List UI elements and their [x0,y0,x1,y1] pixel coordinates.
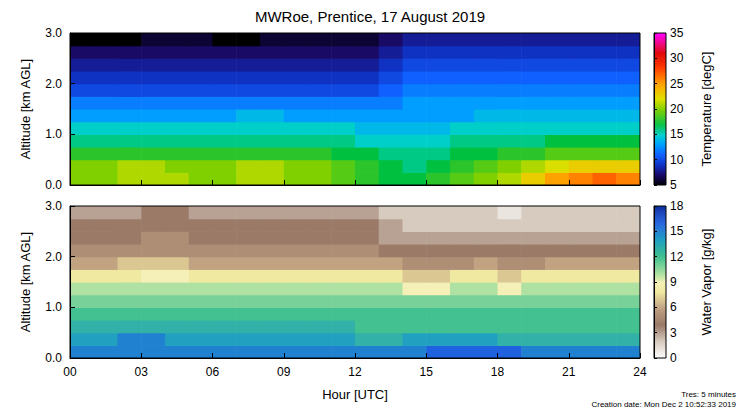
svg-text:Altitude [km AGL]: Altitude [km AGL] [18,232,33,332]
svg-text:10: 10 [670,153,684,167]
svg-text:Altitude [km AGL]: Altitude [km AGL] [18,59,33,159]
svg-text:3.0: 3.0 [45,26,62,40]
svg-text:Tres: 5 minutes: Tres: 5 minutes [681,390,736,399]
svg-text:1.0: 1.0 [45,300,62,314]
svg-text:Hour [UTC]: Hour [UTC] [322,387,388,402]
svg-text:09: 09 [277,365,291,379]
svg-text:0.0: 0.0 [45,178,62,192]
svg-text:Creation date: Mon Dec 2 10:52: Creation date: Mon Dec 2 10:52:33 2019 [591,400,736,409]
svg-text:2.0: 2.0 [45,77,62,91]
svg-text:0.0: 0.0 [45,351,62,365]
svg-text:03: 03 [135,365,149,379]
svg-text:35: 35 [670,26,684,40]
svg-text:1.0: 1.0 [45,127,62,141]
svg-text:Water Vapor [g/kg]: Water Vapor [g/kg] [699,229,714,336]
svg-text:5: 5 [670,178,677,192]
svg-text:3: 3 [670,326,677,340]
svg-text:06: 06 [206,365,220,379]
svg-text:18: 18 [491,365,505,379]
svg-text:12: 12 [670,250,684,264]
svg-text:Temperature [degC]: Temperature [degC] [699,52,714,167]
svg-text:15: 15 [670,127,684,141]
svg-text:24: 24 [633,365,647,379]
svg-text:2.0: 2.0 [45,250,62,264]
svg-text:15: 15 [670,224,684,238]
svg-text:0: 0 [670,351,677,365]
svg-text:9: 9 [670,275,677,289]
svg-text:6: 6 [670,300,677,314]
svg-text:25: 25 [670,77,684,91]
svg-text:00: 00 [63,365,77,379]
svg-text:3.0: 3.0 [45,199,62,213]
svg-text:12: 12 [348,365,362,379]
svg-text:18: 18 [670,199,684,213]
svg-text:20: 20 [670,102,684,116]
svg-text:21: 21 [562,365,576,379]
svg-text:30: 30 [670,51,684,65]
svg-text:MWRoe, Prentice, 17 August 201: MWRoe, Prentice, 17 August 2019 [255,8,485,25]
svg-text:15: 15 [420,365,434,379]
